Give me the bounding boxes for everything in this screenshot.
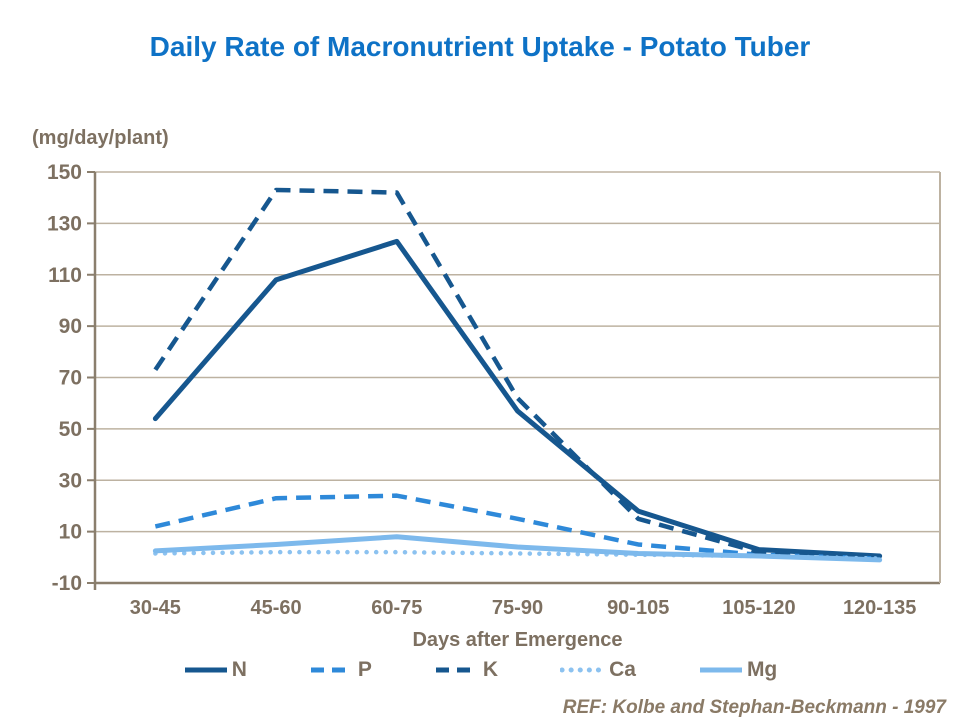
legend-label-Ca: Ca xyxy=(609,658,636,681)
x-tick-label: 45-60 xyxy=(250,597,301,619)
y-tick-label: 30 xyxy=(59,469,82,492)
y-tick-label: -10 xyxy=(52,572,82,595)
legend-item-Ca: Ca xyxy=(560,658,636,682)
reference-citation: REF: Kolbe and Stephan-Beckmann - 1997 xyxy=(562,697,946,718)
chart-legend: N P K Ca Mg xyxy=(0,655,960,685)
legend-line-sample-K xyxy=(435,667,478,673)
legend-label-Mg: Mg xyxy=(746,658,778,681)
legend-item-K: K xyxy=(434,658,498,682)
x-tick-label: 75-90 xyxy=(492,597,543,619)
x-tick-label: 30-45 xyxy=(130,597,181,619)
x-axis-title: Days after Emergence xyxy=(412,629,623,651)
legend-item-P: P xyxy=(309,658,372,682)
y-tick-label: 130 xyxy=(47,212,82,235)
legend-line-sample-N xyxy=(184,667,227,673)
legend-label-K: K xyxy=(482,658,499,681)
x-tick-label: 105-120 xyxy=(722,597,795,619)
legend-line-sample-P xyxy=(310,667,353,673)
y-tick-label: 70 xyxy=(59,367,82,390)
y-axis-unit-label: (mg/day/plant) xyxy=(32,127,169,149)
y-tick-label: 110 xyxy=(48,264,82,287)
y-tick-label: 10 xyxy=(59,521,82,544)
y-tick-label: 90 xyxy=(59,315,82,338)
chart-title: Daily Rate of Macronutrient Uptake - Pot… xyxy=(149,31,811,62)
x-tick-label: 90-105 xyxy=(607,597,669,619)
legend-item-N: N xyxy=(183,658,247,682)
legend-label-P: P xyxy=(357,658,372,681)
legend-line-sample-Mg xyxy=(699,667,742,673)
x-tick-label: 120-135 xyxy=(843,597,916,619)
legend-label-N: N xyxy=(231,658,247,681)
y-tick-label: 150 xyxy=(47,161,82,184)
legend-line-sample-Ca xyxy=(560,667,607,673)
series-line-K xyxy=(153,187,880,561)
legend-item-Mg: Mg xyxy=(698,658,777,682)
series-line-Mg xyxy=(152,534,883,563)
series-line-N xyxy=(152,238,883,559)
x-tick-label: 60-75 xyxy=(371,597,422,619)
y-tick-label: 50 xyxy=(59,418,82,441)
